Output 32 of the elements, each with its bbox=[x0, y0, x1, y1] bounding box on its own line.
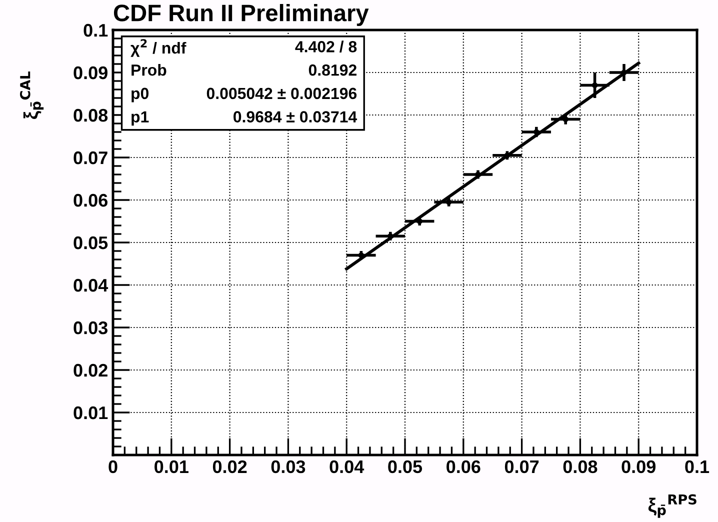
x-tick-label: 0.09 bbox=[622, 460, 656, 474]
x-tick-label: 0.07 bbox=[504, 460, 539, 474]
x-tick-label: 0.01 bbox=[154, 460, 188, 474]
y-tick-label: 0.03 bbox=[74, 321, 108, 334]
x-tick-label: 0 bbox=[108, 460, 118, 474]
y-tick-label: 0.08 bbox=[74, 108, 108, 122]
y-tick-label: 0.06 bbox=[74, 194, 108, 207]
y-tick-label: 0.04 bbox=[74, 278, 108, 292]
y-axis-title: ξ$_{p̄}$$^{CAL}$ bbox=[20, 71, 44, 119]
y-tick-label: 0.01 bbox=[74, 406, 108, 420]
x-tick-label: 0.1 bbox=[685, 460, 710, 474]
annotation: 0.8192 bbox=[308, 64, 356, 76]
x-tick-label: 0.08 bbox=[563, 460, 598, 474]
chart-title: CDF Run II Preliminary bbox=[114, 4, 369, 26]
y-tick-label: 0.07 bbox=[74, 151, 108, 164]
x-tick-label: 0.02 bbox=[212, 460, 247, 474]
annotation: χ$^{2}$ / ndf bbox=[130, 39, 186, 57]
y-tick-label: 0.1 bbox=[84, 24, 108, 37]
annotation: Prob bbox=[132, 64, 166, 76]
y-tick-label: 0.05 bbox=[74, 236, 108, 250]
annotation: 0.9684 ± 0.03714 bbox=[234, 111, 358, 122]
x-tick-label: 0.03 bbox=[271, 460, 306, 474]
x-tick-label: 0.06 bbox=[446, 460, 480, 474]
x-tick-label: 0.04 bbox=[330, 460, 364, 474]
annotation: 0.005042 ± 0.002196 bbox=[206, 88, 357, 100]
x-tick-label: 0.05 bbox=[388, 460, 422, 474]
y-tick-label: 0.02 bbox=[74, 364, 108, 377]
annotation: p1 bbox=[132, 111, 149, 126]
x-axis-title: ξ$_{p̄}$$^{RPS}$ bbox=[648, 494, 696, 518]
annotation: p0 bbox=[132, 88, 149, 102]
annotation: 4.402 / 8 bbox=[295, 40, 357, 53]
y-tick-label: 0.09 bbox=[74, 66, 108, 80]
